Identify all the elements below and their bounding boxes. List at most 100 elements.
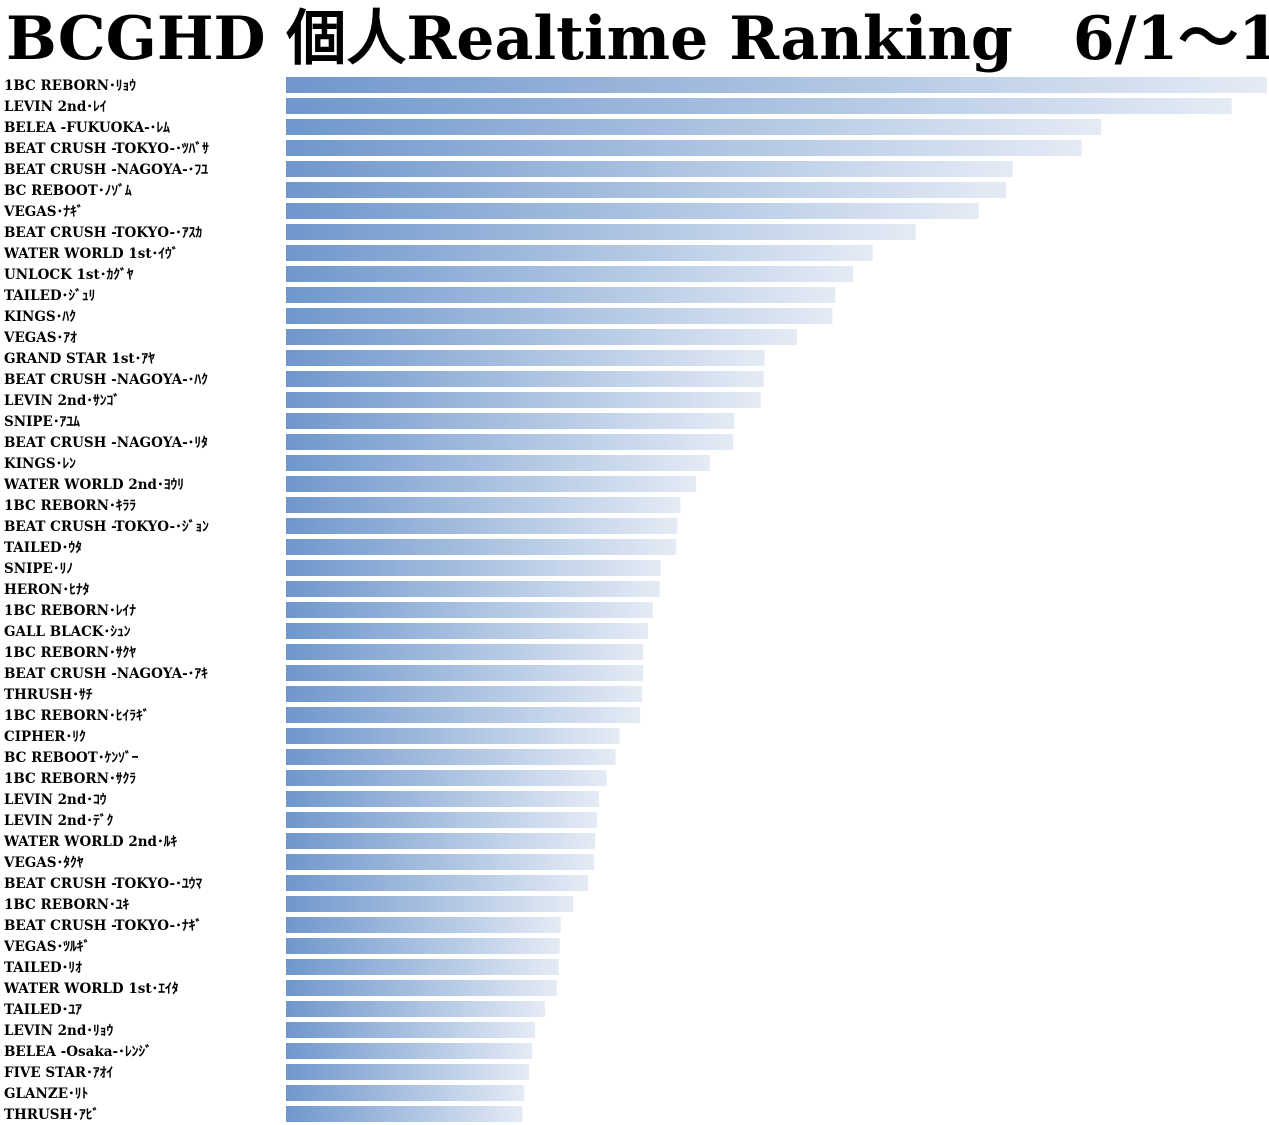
bar [286,455,710,471]
bar [286,119,1102,135]
bar [286,896,574,912]
bar [286,686,643,702]
bar [286,1106,523,1122]
category-label: BEAT CRUSH -TOKYO-･ﾕｳﾏ [4,876,202,892]
bar [286,1085,525,1101]
bar [286,875,589,891]
category-label: 1BC REBORN･ﾚｲﾅ [4,603,136,619]
category-label: WATER WORLD 2nd･ﾖｳﾘ [3,477,184,493]
bar [286,623,648,639]
bar [286,476,697,492]
bar [286,665,644,681]
bar [286,728,620,744]
bar [286,518,678,534]
bar [286,413,735,429]
category-label: TAILED･ﾘｵ [4,960,82,976]
category-label: BELEA -Osaka-･ﾚﾝｼﾞ [4,1043,152,1060]
bar [286,329,798,345]
category-label: VEGAS･ﾂﾙｷﾞ [3,938,90,955]
bar [286,833,596,849]
category-label: THRUSH･ｱﾋﾞ [4,1106,99,1123]
bar [286,140,1082,156]
category-label: BEAT CRUSH -TOKYO-･ｱｽｶ [4,225,202,241]
bar [286,392,761,408]
bar [286,77,1267,93]
category-label: TAILED･ｼﾞｭﾘ [4,287,95,304]
category-label: 1BC REBORN･ｻｸﾗ [4,771,136,787]
category-label: KINGS･ﾚﾝ [4,456,76,472]
category-label: UNLOCK 1st･ｶｸﾞﾔ [4,266,134,283]
bar [286,203,979,219]
category-label: 1BC REBORN･ﾋｲﾗｷﾞ [4,707,150,724]
category-label: LEVIN 2nd･ﾚｲ [4,99,107,115]
bar [286,245,873,261]
bar [286,854,595,870]
bar [286,266,854,282]
bar [286,770,607,786]
bars [286,77,1267,1122]
category-label: 1BC REBORN･ｷﾗﾗ [4,498,136,514]
category-label: BEAT CRUSH -TOKYO-･ﾅｷﾞ [4,917,202,934]
category-label: CIPHER･ﾘｸ [4,729,86,745]
bar [286,581,660,597]
bar [286,707,641,723]
bar [286,1064,530,1080]
category-label: 1BC REBORN･ﾕｷ [4,897,129,913]
bar [286,371,764,387]
bar [286,938,560,954]
bar [286,434,734,450]
category-label: BEAT CRUSH -TOKYO-･ｼﾞｮﾝ [4,518,209,535]
bar [286,497,681,513]
category-label: WATER WORLD 1st･ｲｳﾞ [3,245,179,262]
bar [286,791,599,807]
category-label: KINGS･ﾊｸ [4,309,76,325]
bar [286,1022,536,1038]
category-label: BEAT CRUSH -TOKYO-･ﾂﾊﾞｻ [4,140,209,157]
category-label: VEGAS･ﾅｷﾞ [3,203,84,220]
bar [286,308,833,324]
category-label: 1BC REBORN･ｻｸﾔ [4,645,136,661]
category-label: GALL BLACK･ｼｭﾝ [4,624,131,640]
category-label: BEAT CRUSH -NAGOYA-･ﾌﾕ [4,162,208,178]
category-label: WATER WORLD 2nd･ﾙｷ [3,834,177,850]
bar [286,644,644,660]
category-label: LEVIN 2nd･ｻﾝｺﾞ [4,392,120,409]
category-label: BELEA -FUKUOKA-･ﾚﾑ [4,120,170,136]
category-label: THRUSH･ｻﾁ [4,687,93,703]
category-label: WATER WORLD 1st･ｴｲﾀ [3,981,179,997]
category-label: BC REBOOT･ﾉｿﾞﾑ [4,182,132,199]
bar [286,1001,545,1017]
chart-title: BCGHD 個人Realtime Ranking 6/1～19 [6,4,1269,74]
category-label: VEGAS･ｱｵ [3,330,77,346]
category-label: GRAND STAR 1st･ｱﾔ [4,351,155,367]
bar [286,980,557,996]
bar [286,812,597,828]
category-label: GLANZE･ﾘﾄ [4,1086,88,1102]
bar [286,350,765,366]
category-label: LEVIN 2nd･ｺｳ [4,792,107,808]
category-label: FIVE STAR･ｱｵｲ [4,1065,113,1081]
category-label: LEVIN 2nd･ﾃﾞｸ [4,812,114,829]
category-label: 1BC REBORN･ﾘｮｳ [4,78,136,94]
category-label: BC REBOOT･ｹﾝｿﾞｰ [4,749,139,766]
bar [286,182,1007,198]
bar [286,917,561,933]
bar [286,1043,533,1059]
bar [286,98,1232,114]
bar [286,959,559,975]
category-labels: 1BC REBORN･ﾘｮｳ LEVIN 2nd･ﾚｲ BELEA -FUKUOKA… [3,78,209,1123]
bar [286,749,616,765]
bar [286,539,677,555]
bar [286,224,916,240]
category-label: TAILED･ﾕｱ [4,1002,82,1018]
category-label: SNIPE･ｱﾕﾑ [4,414,80,430]
category-label: BEAT CRUSH -NAGOYA-･ｱｷ [4,666,208,682]
category-label: SNIPE･ﾘﾉ [4,561,73,577]
bar [286,161,1013,177]
bar [286,602,653,618]
bar [286,287,836,303]
category-label: TAILED･ｳﾀ [4,540,82,556]
category-label: VEGAS･ﾀｸﾔ [3,855,84,871]
bar [286,560,661,576]
